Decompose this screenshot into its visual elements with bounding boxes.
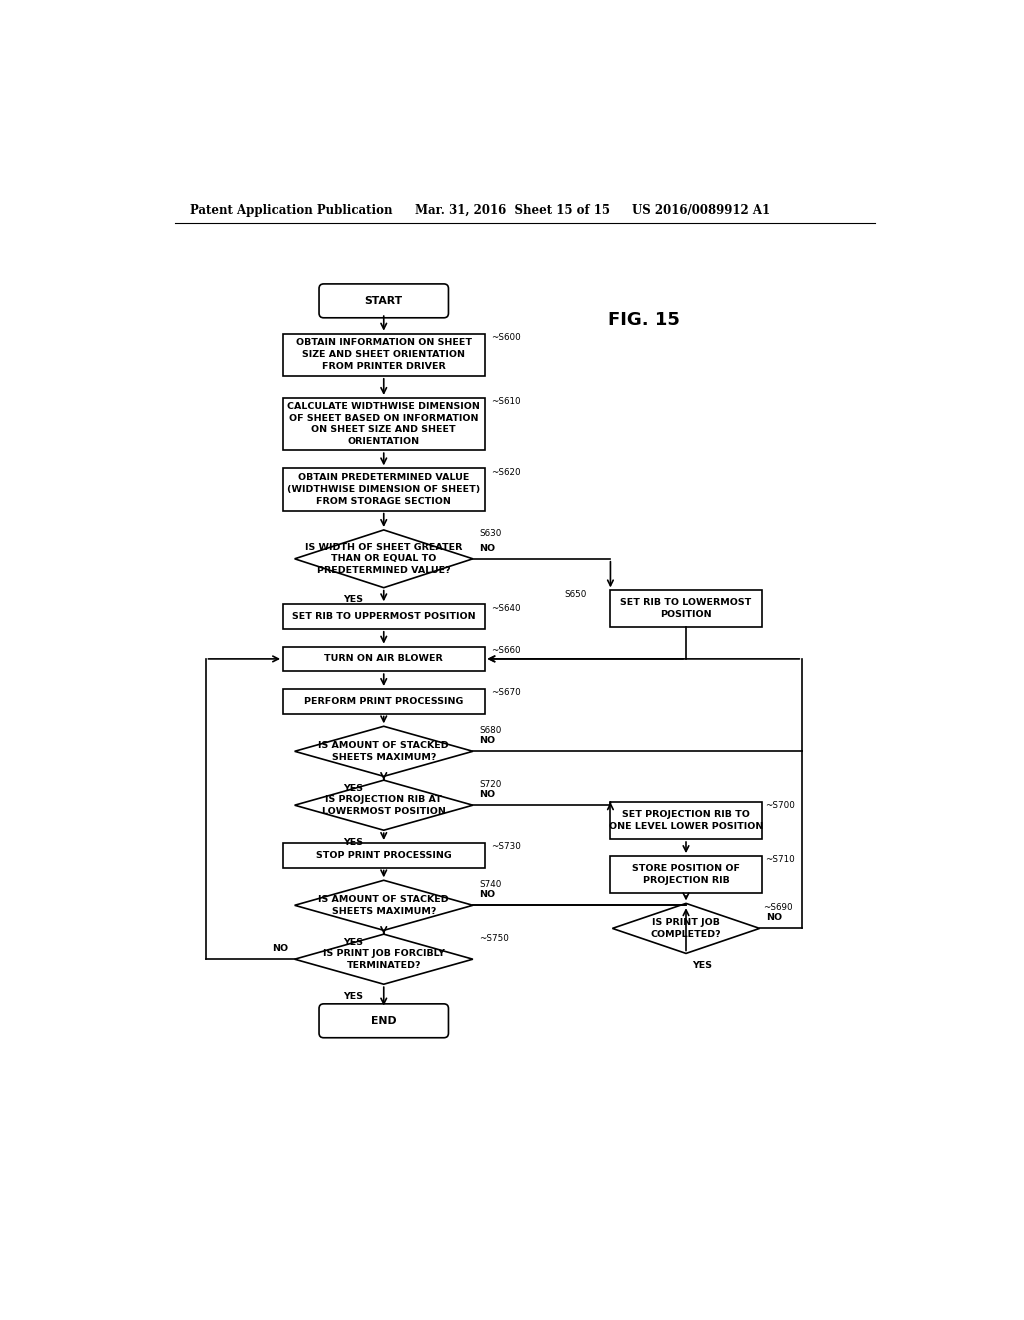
Text: ~S750: ~S750 — [479, 933, 509, 942]
Bar — [610, 855, 762, 892]
Text: S630: S630 — [479, 529, 502, 539]
Text: PERFORM PRINT PROCESSING: PERFORM PRINT PROCESSING — [304, 697, 464, 706]
Text: IS PRINT JOB
COMPLETED?: IS PRINT JOB COMPLETED? — [650, 917, 721, 939]
Text: S650: S650 — [564, 590, 587, 599]
Text: STOP PRINT PROCESSING: STOP PRINT PROCESSING — [315, 851, 452, 859]
Text: IS AMOUNT OF STACKED
SHEETS MAXIMUM?: IS AMOUNT OF STACKED SHEETS MAXIMUM? — [318, 741, 450, 762]
Text: S740: S740 — [479, 879, 502, 888]
Text: ~S660: ~S660 — [490, 645, 520, 655]
Text: YES: YES — [343, 838, 362, 847]
Text: ~S600: ~S600 — [490, 333, 520, 342]
Text: TURN ON AIR BLOWER: TURN ON AIR BLOWER — [325, 655, 443, 664]
Text: NO: NO — [479, 544, 496, 553]
Text: ~S730: ~S730 — [490, 842, 520, 851]
Polygon shape — [295, 780, 473, 830]
Text: ~S690: ~S690 — [764, 903, 794, 912]
Text: YES: YES — [692, 961, 713, 970]
Text: NO: NO — [479, 737, 496, 744]
Text: NO: NO — [479, 791, 496, 799]
Text: ~S710: ~S710 — [765, 855, 796, 865]
Bar — [283, 469, 484, 511]
Text: ~S610: ~S610 — [490, 397, 520, 407]
Text: SET PROJECTION RIB TO
ONE LEVEL LOWER POSITION: SET PROJECTION RIB TO ONE LEVEL LOWER PO… — [609, 810, 763, 832]
Text: ~S700: ~S700 — [765, 801, 796, 810]
Bar — [610, 803, 762, 840]
Polygon shape — [295, 529, 473, 587]
Bar — [283, 605, 484, 628]
Text: NO: NO — [479, 890, 496, 899]
Polygon shape — [612, 903, 760, 953]
Text: Patent Application Publication: Patent Application Publication — [190, 205, 392, 218]
Text: START: START — [365, 296, 402, 306]
Text: END: END — [371, 1016, 396, 1026]
Bar — [283, 843, 484, 867]
Polygon shape — [295, 935, 473, 985]
Bar — [283, 397, 484, 450]
Text: NO: NO — [766, 913, 782, 923]
Text: OBTAIN PREDETERMINED VALUE
(WIDTHWISE DIMENSION OF SHEET)
FROM STORAGE SECTION: OBTAIN PREDETERMINED VALUE (WIDTHWISE DI… — [287, 473, 480, 506]
FancyBboxPatch shape — [319, 1003, 449, 1038]
Bar — [283, 334, 484, 376]
Text: NO: NO — [272, 944, 289, 953]
Text: YES: YES — [343, 595, 362, 605]
Text: STORE POSITION OF
PROJECTION RIB: STORE POSITION OF PROJECTION RIB — [632, 865, 740, 884]
Text: ~S670: ~S670 — [490, 688, 520, 697]
Text: IS AMOUNT OF STACKED
SHEETS MAXIMUM?: IS AMOUNT OF STACKED SHEETS MAXIMUM? — [318, 895, 450, 916]
Text: S680: S680 — [479, 726, 502, 735]
Polygon shape — [295, 880, 473, 931]
Bar — [283, 647, 484, 671]
Text: CALCULATE WIDTHWISE DIMENSION
OF SHEET BASED ON INFORMATION
ON SHEET SIZE AND SH: CALCULATE WIDTHWISE DIMENSION OF SHEET B… — [288, 401, 480, 446]
Text: YES: YES — [343, 939, 362, 946]
Text: YES: YES — [343, 784, 362, 793]
Text: S720: S720 — [479, 780, 502, 788]
Bar — [283, 689, 484, 714]
Text: OBTAIN INFORMATION ON SHEET
SIZE AND SHEET ORIENTATION
FROM PRINTER DRIVER: OBTAIN INFORMATION ON SHEET SIZE AND SHE… — [296, 338, 472, 371]
Text: IS PRINT JOB FORCIBLY
TERMINATED?: IS PRINT JOB FORCIBLY TERMINATED? — [323, 949, 444, 970]
FancyBboxPatch shape — [319, 284, 449, 318]
Text: Mar. 31, 2016  Sheet 15 of 15: Mar. 31, 2016 Sheet 15 of 15 — [415, 205, 609, 218]
Text: SET RIB TO UPPERMOST POSITION: SET RIB TO UPPERMOST POSITION — [292, 612, 475, 620]
Text: IS PROJECTION RIB AT
LOWERMOST POSITION: IS PROJECTION RIB AT LOWERMOST POSITION — [322, 795, 445, 816]
Text: ~S640: ~S640 — [490, 603, 520, 612]
Text: SET RIB TO LOWERMOST
POSITION: SET RIB TO LOWERMOST POSITION — [621, 598, 752, 619]
Bar — [610, 590, 762, 627]
Text: US 2016/0089912 A1: US 2016/0089912 A1 — [632, 205, 770, 218]
Text: ~S620: ~S620 — [490, 467, 520, 477]
Text: YES: YES — [343, 991, 362, 1001]
Text: IS WIDTH OF SHEET GREATER
THAN OR EQUAL TO
PREDETERMINED VALUE?: IS WIDTH OF SHEET GREATER THAN OR EQUAL … — [305, 543, 463, 576]
Text: FIG. 15: FIG. 15 — [608, 312, 680, 329]
Polygon shape — [295, 726, 473, 776]
